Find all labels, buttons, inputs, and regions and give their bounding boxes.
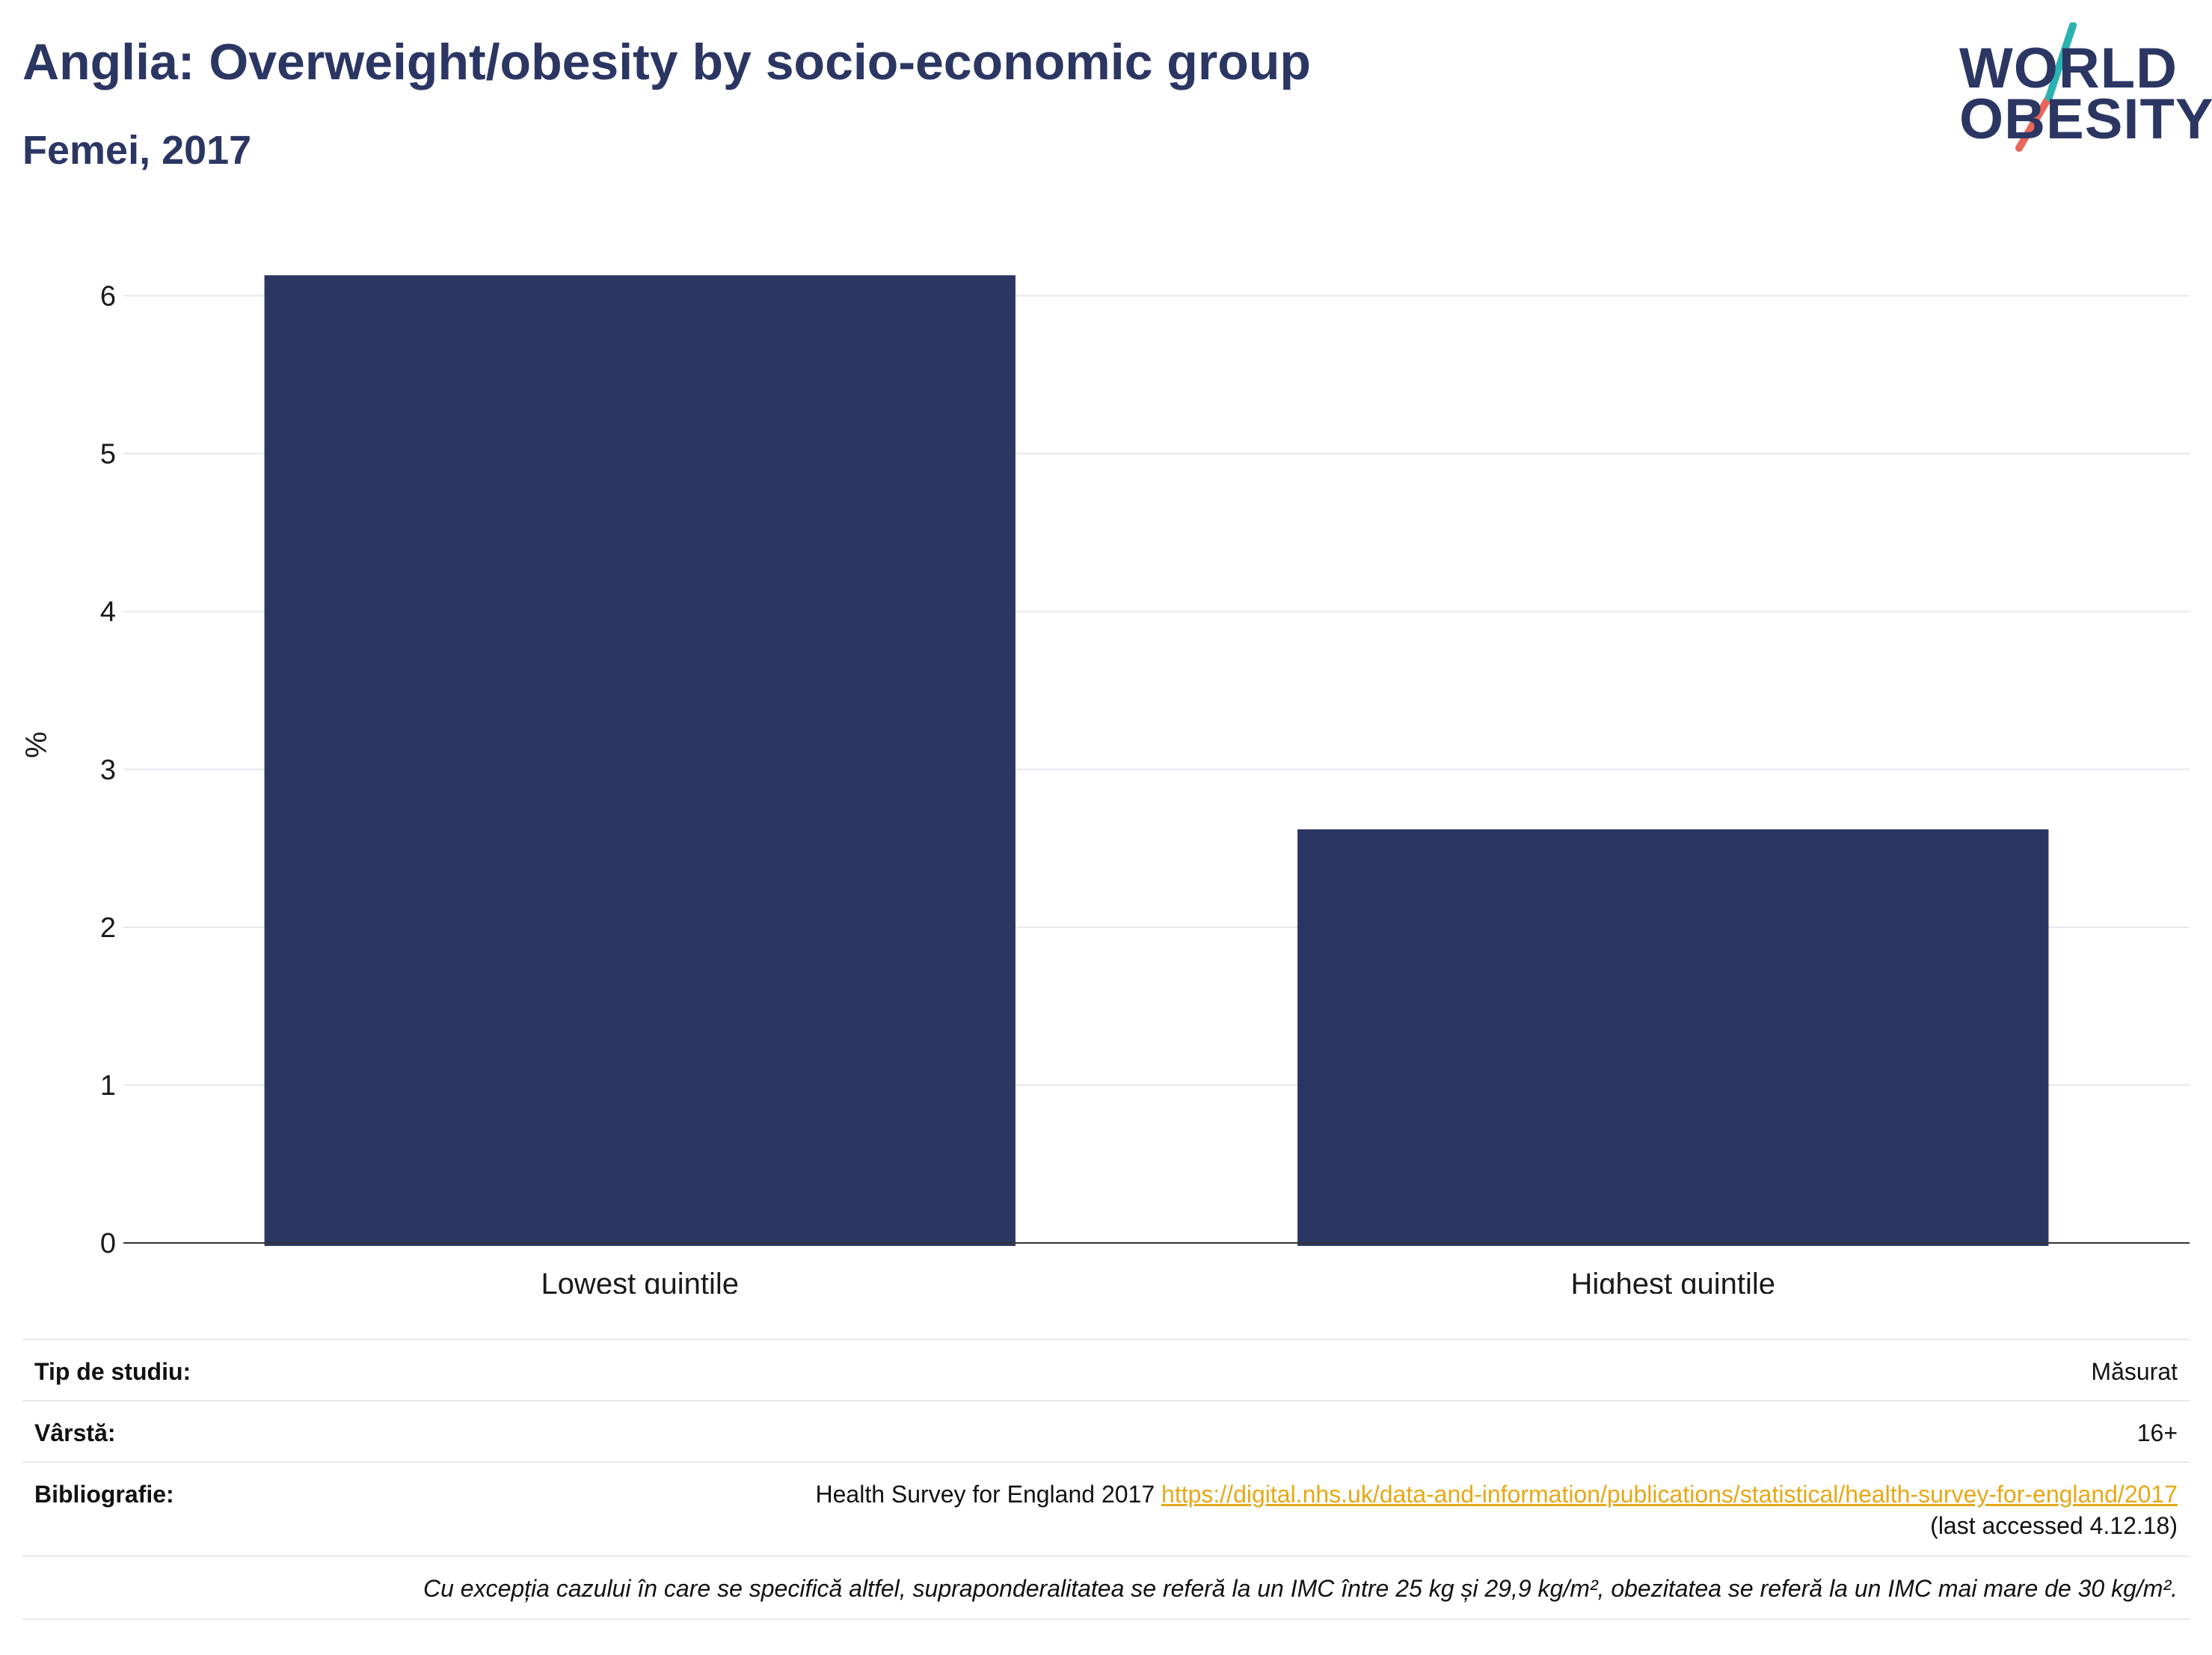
x-axis-labels: Lowest quintile Highest quintile	[541, 1268, 1775, 1294]
x-tick-label: Highest quintile	[1571, 1268, 1776, 1294]
x-tick-label: Lowest quintile	[541, 1268, 739, 1294]
age-value: 16+	[2136, 1419, 2178, 1446]
meta-row-note: Cu excepția cazului în care se specifică…	[22, 1556, 2190, 1620]
study-type-value: Măsurat	[2091, 1358, 2178, 1385]
bibliography-source-line: Health Survey for England 2017 https://d…	[816, 1481, 2178, 1508]
bibliography-accessed: (last accessed 4.12.18)	[1930, 1512, 2178, 1539]
y-tick-label: 0	[100, 1228, 116, 1259]
y-axis-ticks: 0 1 2 3 4 5 6	[100, 281, 116, 1259]
logo-word-world: WORLD	[1959, 37, 2178, 100]
y-tick-label: 4	[100, 597, 116, 628]
study-type-label: Tip de studiu:	[34, 1358, 191, 1385]
meta-row-age: Vârstă: 16+	[22, 1400, 2190, 1463]
y-tick-label: 5	[100, 439, 116, 470]
chart-title: Anglia: Overweight/obesity by socio-econ…	[22, 34, 1311, 90]
metadata-table: Tip de studiu: Măsurat Vârstă: 16+ Bibli…	[22, 1339, 2190, 1623]
bars	[264, 275, 2049, 1247]
bar[interactable]	[1297, 829, 2049, 1246]
y-tick-label: 1	[100, 1070, 116, 1102]
logo-slash-icon	[2015, 22, 2077, 152]
meta-row-study-type: Tip de studiu: Măsurat	[22, 1339, 2190, 1401]
y-tick-label: 2	[100, 912, 116, 944]
bibliography-source: Health Survey for England 2017	[815, 1481, 1155, 1508]
logo-word-obesity: OBESITY	[1959, 87, 2212, 151]
y-tick-label: 6	[100, 281, 116, 313]
definition-note: Cu excepția cazului în care se specifică…	[423, 1575, 2178, 1602]
world-obesity-logo: WORLD OBESITY	[1944, 22, 2212, 157]
age-label: Vârstă:	[34, 1419, 116, 1446]
bar[interactable]	[264, 275, 1016, 1247]
y-axis-label: %	[20, 731, 53, 758]
chart-subtitle: Femei, 2017	[22, 128, 252, 173]
y-tick-label: 3	[100, 755, 116, 786]
bibliography-label: Bibliografie:	[34, 1481, 174, 1508]
meta-row-bibliography: Bibliografie: Health Survey for England …	[22, 1461, 2190, 1557]
bibliography-link[interactable]: https://digital.nhs.uk/data-and-informat…	[1161, 1481, 2178, 1508]
